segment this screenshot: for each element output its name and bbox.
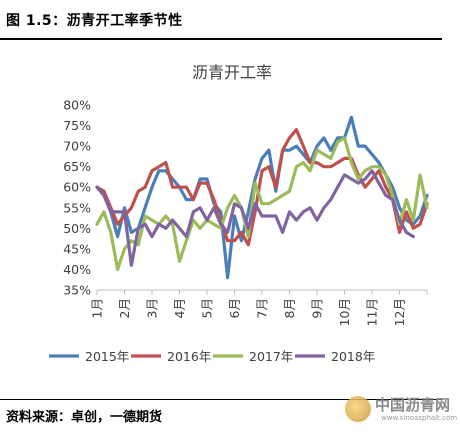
series-line [95,169,415,267]
y-axis: 35% 40% 45% 50% 55% 60% 65% 70% 75% 80% [63,98,91,298]
watermark-url: www.sinoasphalt.com [381,414,458,422]
y-tick-label: 40% [63,262,91,277]
series-line [95,115,429,280]
legend-label: 2015年 [85,349,129,364]
seasonal-line-chart: 沥青开工率 35% 40% 45% 50% 55% 60% 65% 70% 75% 80% 1月 2… [49,63,429,364]
y-tick-label: 50% [63,221,91,236]
x-tick-label: 6月 [227,298,242,318]
legend-label: 2018年 [331,349,375,364]
x-tick-label: 10月 [337,298,352,326]
x-tick-label: 12月 [392,298,407,326]
y-tick-label: 70% [63,139,91,154]
y-tick-label: 75% [63,118,91,133]
x-tick-label: 8月 [282,298,297,318]
y-tick-label: 80% [63,98,91,113]
x-tick-label: 4月 [172,298,187,318]
legend-label: 2016年 [167,349,211,364]
legend: 2015年 2016年 2017年 2018年 [49,349,375,364]
bottom-rule [0,399,442,400]
x-tick-label: 11月 [365,298,380,326]
watermark-logo-icon [345,396,371,422]
figure-caption: 图 1.5：沥青开工率季节性 [6,13,183,29]
chart-area: 沥青开工率 35% 40% 45% 50% 55% 60% 65% 70% 75% 80% 1月 2… [0,44,445,397]
y-tick-label: 60% [63,180,91,195]
series-line [95,136,429,271]
y-tick-label: 55% [63,200,91,215]
watermark-text: 中国沥青网 [375,396,451,414]
x-tick-label: 3月 [145,298,160,318]
source-note: 资料来源：卓创，一德期货 [6,410,163,425]
x-axis: 1月 2月 3月 4月 5月 6月 7月 8月 9月 10月 11月 12月 [90,289,428,326]
watermark: 中国沥青网 www.sinoasphalt.com [345,392,457,434]
y-tick-label: 65% [63,159,91,174]
x-tick-label: 9月 [310,298,325,318]
series-lines [95,115,429,280]
x-tick-label: 7月 [255,298,270,318]
legend-label: 2017年 [249,349,293,364]
y-tick-label: 45% [63,241,91,256]
x-tick-label: 2月 [117,298,132,318]
y-tick-label: 35% [63,283,91,298]
x-tick-label: 5月 [200,298,215,318]
chart-title: 沥青开工率 [192,63,272,82]
top-rule [0,38,442,40]
series-line [95,128,429,247]
x-tick-label: 1月 [90,298,105,318]
